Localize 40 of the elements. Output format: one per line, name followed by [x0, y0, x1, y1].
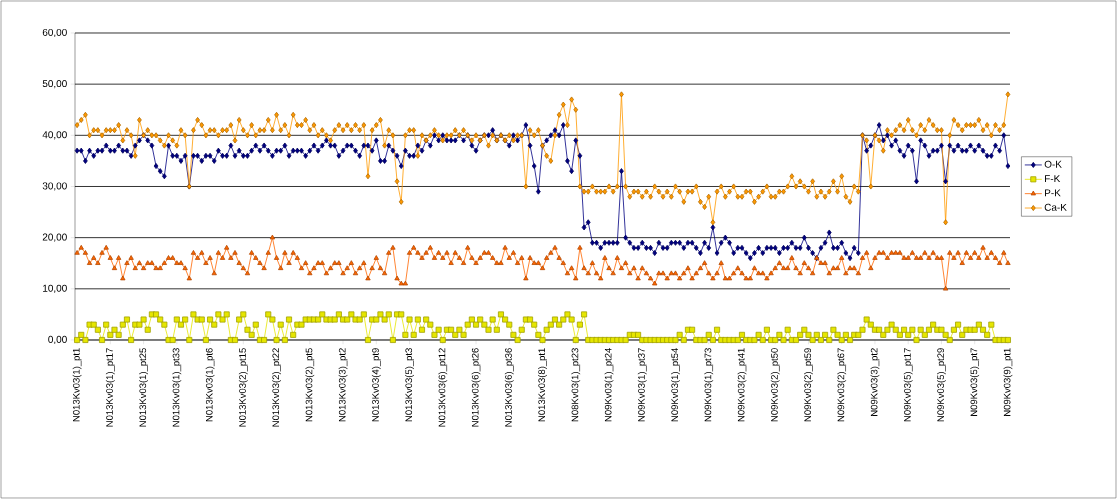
x-tick-label: N09Kv03(2)_pt59 — [804, 348, 813, 422]
legend-label: O-K — [1044, 160, 1062, 168]
legend-label: Ca-K — [1044, 203, 1067, 211]
x-tick-label: N013Kv03(2)_pt15 — [238, 348, 248, 427]
x-tick-label: N09Kv03(1)_pt37 — [637, 348, 647, 422]
x-tick-label: N013Kv03(1)_pt6 — [205, 348, 215, 422]
x-tick-label: N09Kv03(1)_pt73 — [704, 348, 714, 422]
x-tick-label: N013Kv03(4)_pt9 — [371, 348, 381, 422]
x-tick-label: N013Kv03(3)_pt2 — [338, 348, 348, 422]
x-tick-label: N013Kv03(1)_pt33 — [172, 348, 182, 427]
x-tick-label: N013Kv03(1)_pt25 — [139, 348, 148, 427]
legend-label: P-K — [1045, 189, 1061, 197]
x-tick-label: N08Kv03(1)_pt23 — [571, 348, 581, 422]
x-tick-label: N013Kv03(2)_pt5 — [305, 348, 315, 422]
x-tick-label: N013Kv03(2)_pt22 — [272, 348, 281, 427]
x-tick-label: N013Kv03(6)_pt12 — [438, 348, 448, 427]
x-tick-label: N09Kv03(1)_pt54 — [671, 348, 680, 422]
x-tick-label: N09Kv03(2)_pt50 — [770, 348, 780, 422]
x-tick-label: N09Kv03(5)_pt7 — [970, 348, 980, 416]
x-tick-label: N013Kv03(6)_pt36 — [504, 348, 514, 427]
x-tick-label: N09Kv03(2)_pt41 — [737, 348, 747, 422]
x-tick-label: N09Kv03(5)_pt29 — [937, 348, 946, 422]
x-tick-label: N013Kv03(5)_pt3 — [405, 348, 414, 422]
y-tick-label: 20,00 — [42, 233, 67, 242]
x-tick-label: N09Kv03(9)_pt1 — [1003, 348, 1013, 416]
x-tick-label: N013Kv03(1)_pt17 — [105, 348, 115, 427]
x-tick-label: N013Kv03(1)_pt1 — [72, 348, 82, 422]
x-tick-label: N013Kv03(8)_pt1 — [538, 348, 547, 422]
y-tick-label: 50,00 — [42, 80, 67, 89]
x-tick-label: N013Kv03(6)_pt26 — [471, 348, 481, 427]
y-tick-label: 30,00 — [42, 182, 67, 191]
legend-label: F-K — [1045, 175, 1061, 182]
x-tick-label: N09Kv03(1)_pt24 — [604, 348, 614, 422]
x-tick-label: N09Kv03(5)_pt17 — [903, 348, 913, 422]
y-tick-label: 60,00 — [42, 28, 67, 38]
x-tick-label: N09Kv03(3)_pt2 — [870, 348, 880, 416]
y-tick-label: 0,00 — [48, 335, 67, 345]
y-tick-label: 10,00 — [43, 284, 67, 293]
y-tick-label: 40,00 — [42, 131, 67, 140]
x-tick-label: N09Kv03(2)_pt67 — [837, 348, 847, 422]
